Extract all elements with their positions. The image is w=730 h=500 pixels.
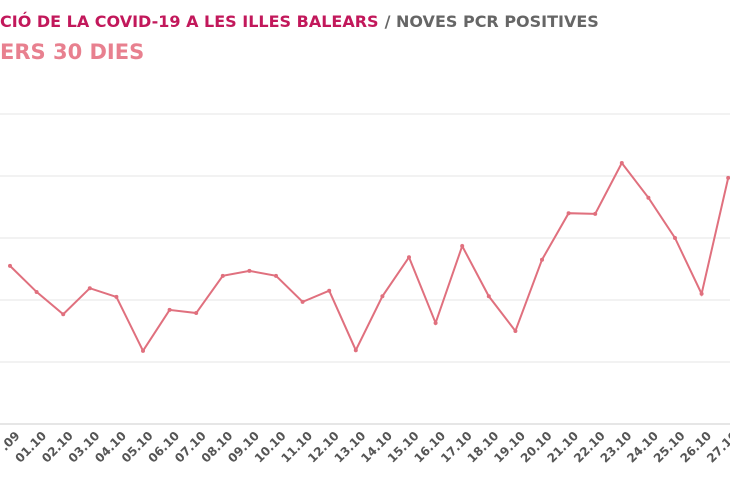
data-point	[34, 289, 39, 294]
data-point	[699, 291, 704, 296]
data-point	[300, 299, 305, 304]
data-point	[194, 311, 199, 316]
data-point	[673, 236, 677, 240]
chart-subtitle: ERS 30 DIES	[0, 40, 144, 64]
data-point	[61, 312, 66, 317]
data-point	[141, 348, 145, 353]
data-point	[353, 348, 358, 353]
data-point	[646, 195, 651, 200]
data-point	[274, 273, 278, 278]
data-point	[167, 307, 172, 312]
data-point	[619, 160, 624, 165]
data-point	[380, 294, 385, 299]
data-point	[726, 175, 730, 180]
data-point	[486, 294, 491, 299]
data-point	[327, 288, 332, 293]
title-main: CIÓ DE LA COVID-19 A LES ILLES BALEARS	[0, 12, 379, 31]
data-point	[247, 268, 252, 273]
data-point	[220, 273, 225, 278]
data-point	[8, 263, 12, 268]
data-point	[87, 286, 92, 291]
data-point	[433, 320, 438, 325]
title-suffix: / NOVES PCR POSITIVES	[385, 12, 599, 31]
data-point	[593, 211, 598, 216]
data-point	[540, 257, 544, 262]
data-line	[9, 161, 730, 353]
data-point	[460, 244, 465, 249]
data-point	[513, 329, 518, 333]
data-point	[566, 211, 571, 216]
chart-title: CIÓ DE LA COVID-19 A LES ILLES BALEARS / …	[0, 12, 599, 31]
data-point	[407, 255, 411, 260]
data-point	[114, 294, 119, 299]
